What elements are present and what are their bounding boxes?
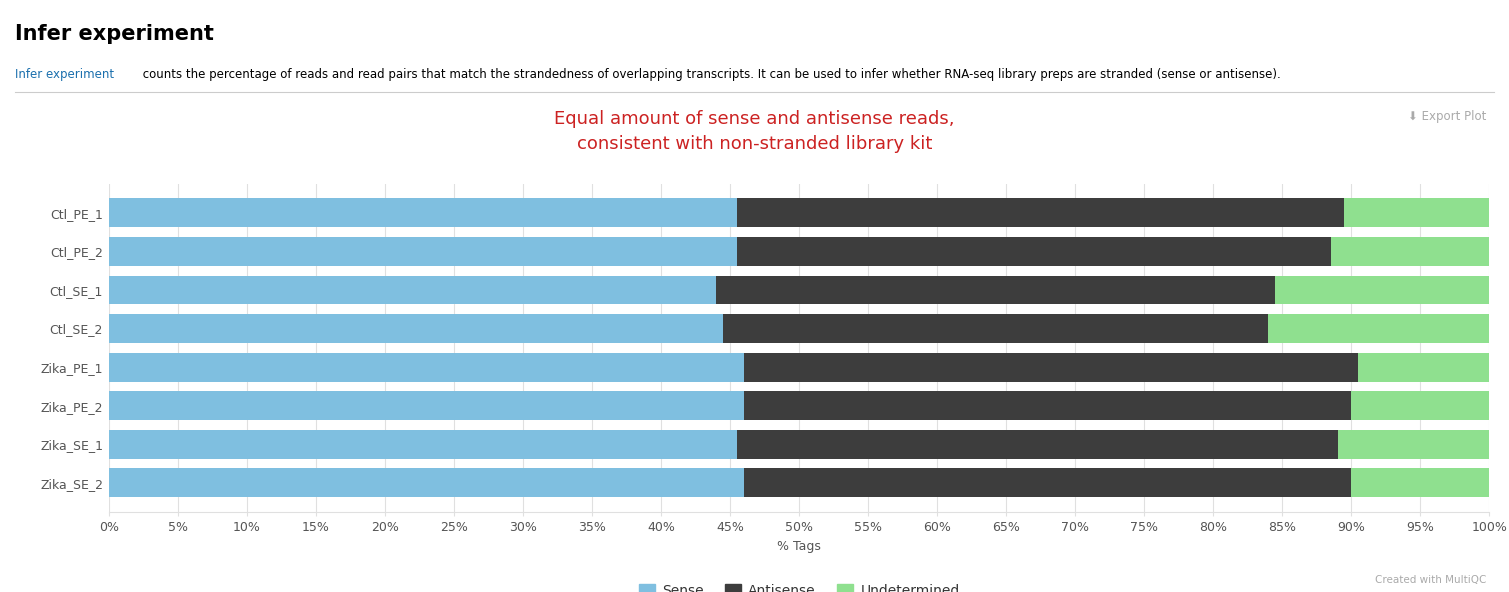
Bar xyxy=(1275,275,1489,304)
Text: Infer experiment: Infer experiment xyxy=(15,24,214,44)
Bar xyxy=(723,314,1269,343)
Bar xyxy=(744,468,1352,497)
Bar xyxy=(109,391,744,420)
Bar xyxy=(736,430,1337,459)
Bar xyxy=(1269,314,1489,343)
Bar xyxy=(109,314,723,343)
Bar xyxy=(717,275,1275,304)
X-axis label: % Tags: % Tags xyxy=(777,540,821,553)
Bar xyxy=(736,198,1345,227)
Bar xyxy=(736,237,1331,266)
Bar xyxy=(744,391,1352,420)
Bar xyxy=(109,468,744,497)
Bar xyxy=(1352,468,1489,497)
Bar xyxy=(109,353,744,381)
Bar xyxy=(109,430,736,459)
Bar xyxy=(1352,391,1489,420)
Bar xyxy=(1358,353,1489,381)
Legend: Sense, Antisense, Undetermined: Sense, Antisense, Undetermined xyxy=(632,578,966,592)
Bar xyxy=(1345,198,1489,227)
Bar xyxy=(109,275,717,304)
Text: Created with MultiQC: Created with MultiQC xyxy=(1375,575,1486,585)
Text: counts the percentage of reads and read pairs that match the strandedness of ove: counts the percentage of reads and read … xyxy=(139,68,1281,81)
Bar xyxy=(109,198,736,227)
Bar xyxy=(1331,237,1489,266)
Bar xyxy=(109,237,736,266)
Bar xyxy=(1337,430,1489,459)
Text: Infer experiment: Infer experiment xyxy=(15,68,115,81)
Text: ⬇ Export Plot: ⬇ Export Plot xyxy=(1408,110,1486,123)
Text: Equal amount of sense and antisense reads,
consistent with non-stranded library : Equal amount of sense and antisense read… xyxy=(554,110,955,153)
Bar xyxy=(744,353,1358,381)
